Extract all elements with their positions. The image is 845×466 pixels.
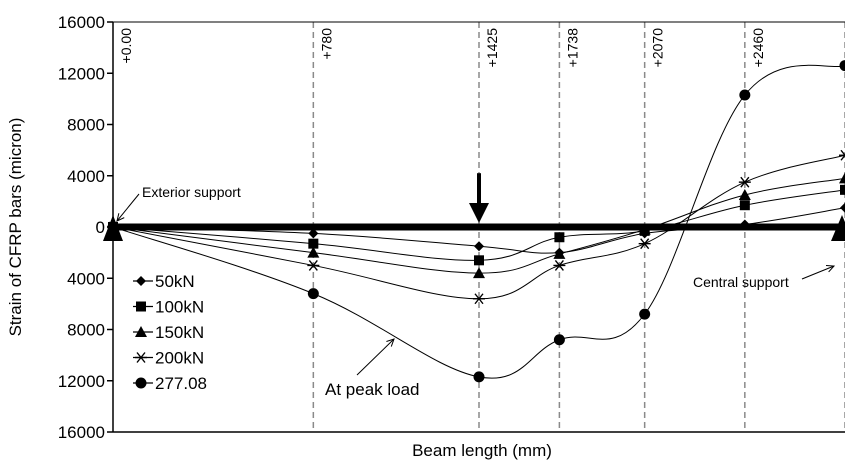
legend-item: 100kN — [133, 298, 204, 317]
legend-label: 100kN — [155, 298, 204, 317]
legend-label: 200kN — [155, 349, 204, 368]
y-tick-label: 16000 — [58, 13, 105, 32]
gauge-position-label: +1425 — [484, 28, 500, 68]
data-point — [639, 309, 650, 320]
legend: 50kN 100kN 150kN 200kN 277.08 — [133, 272, 207, 393]
load-arrow-icon — [469, 203, 489, 223]
peak-load-label: At peak load — [325, 380, 420, 399]
data-point — [474, 255, 484, 265]
gauge-position-label: +0.00 — [118, 28, 134, 64]
data-point — [308, 288, 319, 299]
gauge-position-label: +780 — [318, 28, 334, 60]
data-point — [307, 260, 319, 270]
data-point — [739, 90, 750, 101]
y-axis-title: Strain of CFRP bars (micron) — [6, 118, 25, 337]
legend-item: 50kN — [133, 272, 195, 291]
central-support-arrow — [802, 265, 834, 279]
data-point — [840, 185, 845, 195]
series-layer — [107, 60, 845, 382]
data-point — [553, 260, 565, 270]
central-support-label: Central support — [693, 274, 789, 290]
data-point — [554, 334, 565, 345]
data-point — [839, 172, 845, 183]
legend-label: 277.08 — [155, 374, 207, 393]
data-point — [474, 241, 484, 251]
data-point — [474, 371, 485, 382]
data-point — [554, 232, 564, 242]
gauge-position-label: +1738 — [564, 28, 580, 68]
data-point — [108, 222, 119, 233]
legend-marker — [136, 378, 147, 389]
legend-label: 150kN — [155, 323, 204, 342]
series-277.08 — [108, 60, 845, 382]
data-point — [739, 189, 751, 200]
legend-marker — [135, 353, 147, 363]
annotations: Exterior support Central support At peak… — [117, 184, 834, 399]
gauge-position-label: +2460 — [750, 28, 766, 68]
data-point — [840, 203, 845, 213]
exterior-support-arrow — [117, 194, 139, 221]
exterior-support-label: Exterior support — [142, 184, 241, 200]
gauge-position-label: +2070 — [650, 28, 666, 68]
y-tick-label: 4000 — [67, 167, 105, 186]
y-tick-label: 16000 — [58, 423, 105, 442]
data-point — [740, 200, 750, 210]
legend-marker — [136, 276, 146, 286]
peak-load-arrow — [357, 339, 394, 375]
data-point — [839, 150, 845, 160]
y-tick-label: 0 — [96, 218, 105, 237]
y-tick-label: 8000 — [67, 321, 105, 340]
legend-item: 277.08 — [133, 374, 207, 393]
legend-label: 50kN — [155, 272, 195, 291]
y-tick-label: 4000 — [67, 269, 105, 288]
legend-marker — [136, 302, 146, 312]
y-tick-label: 8000 — [67, 116, 105, 135]
legend-item: 200kN — [133, 349, 204, 368]
data-point — [840, 60, 845, 71]
y-tick-label: 12000 — [58, 64, 105, 83]
x-axis-title: Beam length (mm) — [412, 441, 552, 460]
y-tick-label: 12000 — [58, 372, 105, 391]
legend-item: 150kN — [133, 323, 204, 342]
